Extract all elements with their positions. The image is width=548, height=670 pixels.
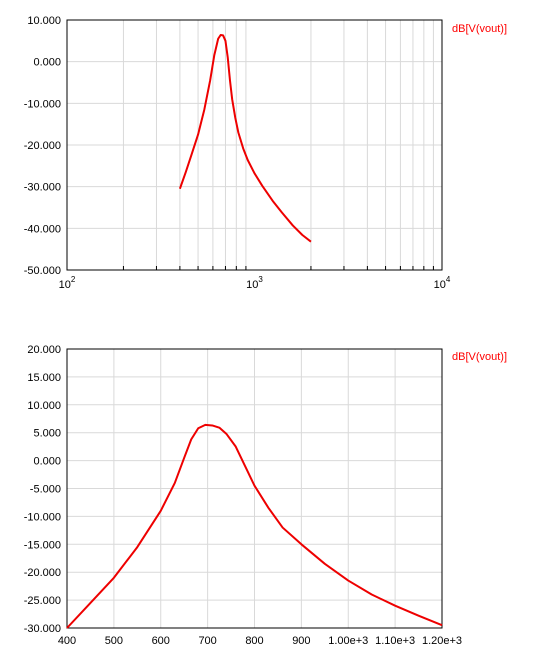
- y-tick-label: 10.000: [27, 15, 61, 27]
- series-line: [178, 34, 312, 243]
- y-tick-label: -30.000: [24, 623, 61, 635]
- x-tick-label: 1.10e+3: [375, 635, 415, 647]
- x-tick-label: 900: [292, 635, 310, 647]
- y-tick-label: -40.000: [24, 223, 61, 235]
- x-tick-base: 10: [434, 279, 446, 291]
- y-tick-label: -15.000: [24, 539, 61, 551]
- x-tick-label: 104: [434, 275, 451, 291]
- x-tick-label: 800: [245, 635, 263, 647]
- y-tick-label: -25.000: [24, 595, 61, 607]
- legend-label: dB[V(vout)]: [452, 351, 507, 363]
- grid: [66, 348, 443, 629]
- y-tick-label: -20.000: [24, 567, 61, 579]
- legend-label: dB[V(vout)]: [452, 23, 507, 35]
- x-tick-label: 600: [152, 635, 170, 647]
- y-tick-label: 20.000: [27, 344, 61, 356]
- y-tick-label: -5.000: [30, 484, 61, 496]
- y-tick-label: -10.000: [24, 98, 61, 110]
- plot-frame: [66, 348, 443, 629]
- x-tick-label: 102: [59, 275, 76, 291]
- series-line: [66, 423, 443, 629]
- x-tick-label: 400: [58, 635, 76, 647]
- x-tick-base: 10: [246, 279, 258, 291]
- x-tick-label: 1.00e+3: [328, 635, 368, 647]
- y-tick-label: 0.000: [33, 57, 61, 69]
- y-tick-label: 5.000: [33, 428, 61, 440]
- plot-frame: [66, 19, 443, 271]
- x-tick-label: 1.20e+3: [422, 635, 462, 647]
- chart-top: 10.000 0.000 -10.000 -20.000 -30.000 -40.000 -…: [24, 15, 507, 291]
- y-tick-label: -10.000: [24, 511, 61, 523]
- y-tick-label: -50.000: [24, 265, 61, 277]
- x-tick-label: 103: [246, 275, 263, 291]
- chart-bottom: 20.000 15.000 10.000 5.000 0.000 -5.000 -10.00…: [24, 344, 507, 647]
- grid: [67, 19, 442, 271]
- y-tick-label: 0.000: [33, 456, 61, 468]
- x-tick-label: 700: [198, 635, 216, 647]
- y-tick-label: 15.000: [27, 372, 61, 384]
- x-tick-exponent: 3: [258, 275, 263, 284]
- x-tick-exponent: 2: [71, 275, 76, 284]
- x-tick-base: 10: [59, 279, 71, 291]
- y-tick-label: 10.000: [27, 400, 61, 412]
- y-tick-label: -20.000: [24, 140, 61, 152]
- y-tick-label: -30.000: [24, 182, 61, 194]
- x-tick-label: 500: [105, 635, 123, 647]
- x-tick-exponent: 4: [446, 275, 451, 284]
